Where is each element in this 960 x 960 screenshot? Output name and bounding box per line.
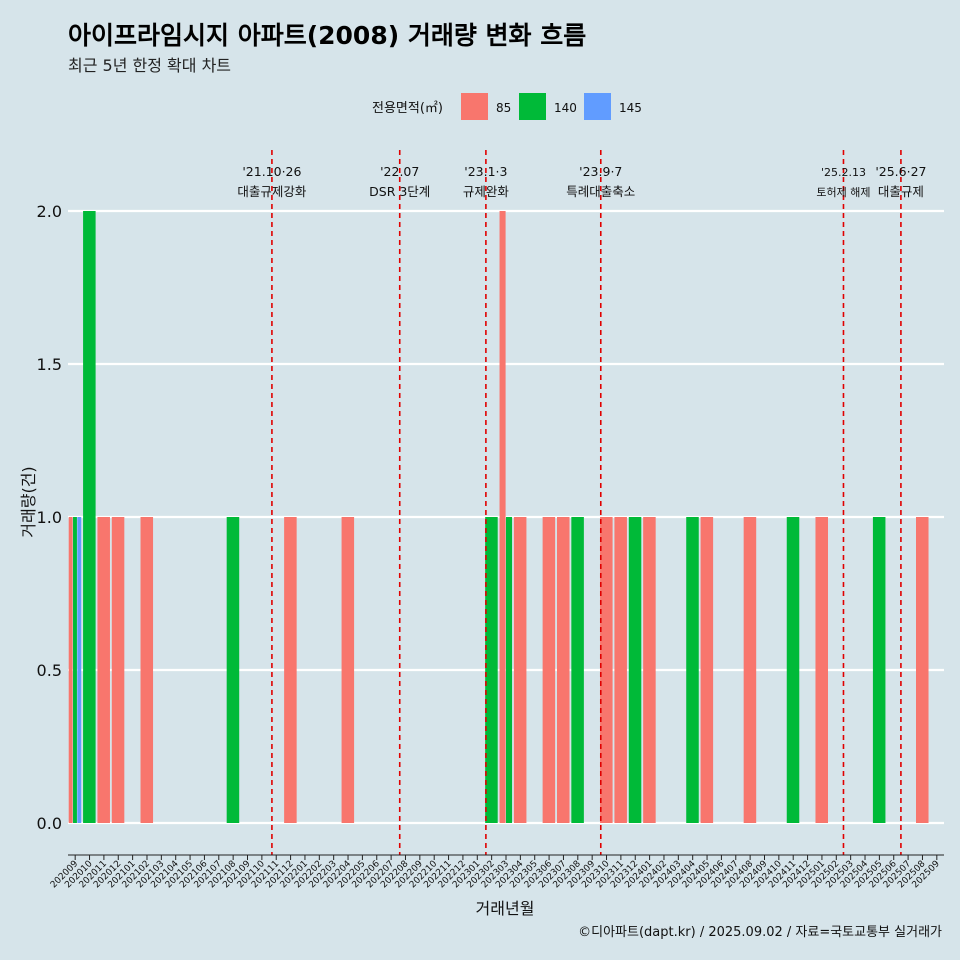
bar-140-202308 <box>571 517 584 823</box>
bar-85-202009 <box>68 517 73 823</box>
y-axis-title: 거래량(건) <box>19 466 38 537</box>
event-date: '23.1·3 <box>464 164 507 179</box>
x-axis: 2020092020102020112020122021012021022021… <box>49 854 944 890</box>
legend-label-145: 145 <box>619 101 642 115</box>
bar-85-202501 <box>815 517 828 823</box>
bar-85-202307 <box>556 517 570 823</box>
chart-title: 아이프라임시지 아파트(2008) 거래량 변화 흐름 <box>68 21 587 50</box>
y-tick-label: 1.0 <box>37 508 62 527</box>
bar-140-202302 <box>485 517 498 823</box>
event-date: '21.10·26 <box>242 164 301 179</box>
event-date: '25.6·27 <box>875 164 926 179</box>
bar-85-202401 <box>643 517 656 823</box>
bar-140-202009 <box>73 517 77 823</box>
legend-label-85: 85 <box>496 101 511 115</box>
bar-85-202204 <box>341 517 355 823</box>
bar-85-202011 <box>97 517 110 823</box>
bar-85-202311 <box>614 517 627 823</box>
bar-140-202303 <box>506 517 513 823</box>
legend-swatch-140 <box>519 93 546 120</box>
legend: 전용면적(㎡) 85 140 145 <box>372 93 642 120</box>
bar-85-202508 <box>915 517 929 823</box>
source-caption: ©디아파트(dapt.kr) / 2025.09.02 / 자료=국토교통부 실… <box>578 925 942 940</box>
bars <box>68 211 929 823</box>
bar-140-202312 <box>628 517 642 823</box>
legend-swatch-145 <box>584 93 611 120</box>
y-tick-label: 1.5 <box>37 355 62 374</box>
bar-140-202411 <box>786 517 800 823</box>
legend-label-140: 140 <box>554 101 577 115</box>
bar-140-202505 <box>872 517 886 823</box>
bar-85-202112 <box>284 517 297 823</box>
bar-85-202102 <box>140 517 154 823</box>
bar-140-202010 <box>83 211 96 823</box>
y-tick-label: 0.5 <box>37 661 62 680</box>
event-label: DSR 3단계 <box>369 184 430 199</box>
bar-85-202303 <box>499 211 506 823</box>
event-label: 대출규제 <box>878 184 924 199</box>
y-tick-label: 0.0 <box>37 814 62 833</box>
event-markers: '21.10·26 대출규제강화 '22.07 DSR 3단계 '23.1·3 규제완화 '… <box>237 150 926 855</box>
bar-140-202108 <box>226 517 240 823</box>
event-label: 토허제 해제 <box>816 185 870 199</box>
legend-title: 전용면적(㎡) <box>372 101 443 116</box>
event-date: '23.9·7 <box>579 164 622 179</box>
event-date: '22.07 <box>380 164 419 179</box>
y-axis-ticks: 0.0 0.5 1.0 1.5 2.0 <box>37 202 62 833</box>
event-label: 특례대출축소 <box>566 184 635 199</box>
bar-145-202009 <box>77 517 82 823</box>
bar-85-202310 <box>600 517 613 823</box>
legend-swatch-85 <box>461 93 488 120</box>
chart-subtitle: 최근 5년 한정 확대 차트 <box>68 56 232 75</box>
bar-140-202404 <box>686 517 699 823</box>
bar-85-202304 <box>513 517 527 823</box>
bar-85-202408 <box>743 517 757 823</box>
event-label: 대출규제강화 <box>237 184 307 199</box>
event-date: '25.2.13 <box>821 166 866 179</box>
x-axis-title: 거래년월 <box>476 899 535 918</box>
bar-85-202012 <box>111 517 125 823</box>
bar-85-202306 <box>542 517 556 823</box>
bar-85-202405 <box>700 517 714 823</box>
event-label: 규제완화 <box>463 184 510 199</box>
y-tick-label: 2.0 <box>37 202 62 221</box>
